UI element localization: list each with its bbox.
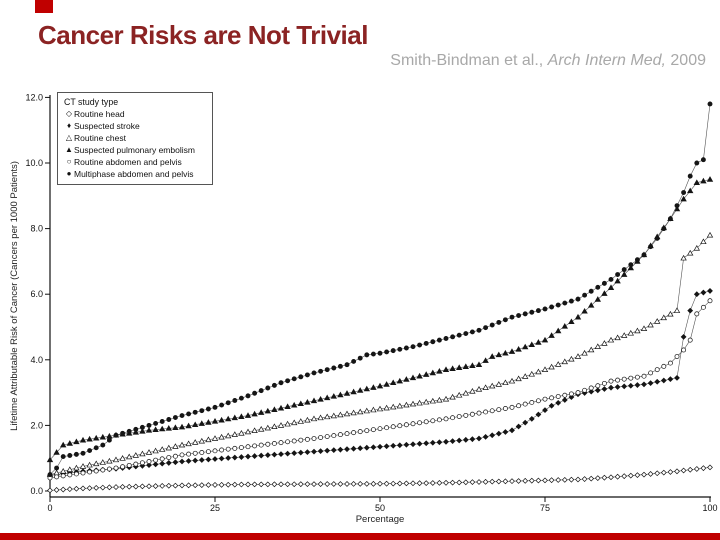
series-routine-abdomen-pelvis bbox=[47, 298, 713, 481]
x-tick-label: 75 bbox=[540, 503, 550, 513]
series-routine-chest bbox=[46, 231, 714, 477]
legend-item-label: Suspected pulmonary embolism bbox=[74, 145, 195, 155]
citation-year: 2009 bbox=[665, 52, 706, 69]
legend-item-routine-head: ◇ Routine head bbox=[64, 108, 208, 120]
y-tick-label: 10.0 bbox=[25, 158, 43, 168]
legend-item-suspected-stroke: ♦ Suspected stroke bbox=[64, 120, 208, 132]
series-multiphase-abdomen-pelvis bbox=[47, 101, 713, 478]
legend-item-multiphase-abdomen-pelvis: ● Multiphase abdomen and pelvis bbox=[64, 168, 208, 180]
slide-title: Cancer Risks are Not Trivial bbox=[38, 20, 368, 50]
citation: Smith-Bindman et al., Arch Intern Med, 2… bbox=[390, 52, 706, 70]
legend-item-label: Routine chest bbox=[74, 133, 126, 143]
chart-legend: CT study type ◇ Routine head ♦ Suspected st… bbox=[57, 92, 213, 185]
x-axis-title: Percentage bbox=[356, 514, 405, 525]
series-suspected-pulmonary-embolism bbox=[46, 176, 714, 463]
legend-item-label: Multiphase abdomen and pelvis bbox=[74, 169, 194, 179]
circle-marker-icon: ● bbox=[66, 169, 72, 178]
diamond-marker-icon: ◇ bbox=[65, 109, 73, 118]
series-routine-head bbox=[47, 464, 713, 494]
legend-item-label: Routine head bbox=[74, 109, 125, 119]
chart-series-group: 12.0 10.0 8.0 6.0 4.0 2.0 0.0 0 25 50 75 100 bbox=[25, 92, 717, 513]
x-tick-label: 50 bbox=[375, 503, 385, 513]
red-accent-square bbox=[35, 0, 53, 13]
x-tick-label: 100 bbox=[702, 503, 717, 513]
y-axis-title: Lifetime Attributable Risk of Cancer (Ca… bbox=[9, 161, 20, 431]
y-tick-label: 2.0 bbox=[30, 420, 43, 430]
legend-items: ◇ Routine head ♦ Suspected stroke △ Routine c… bbox=[64, 108, 208, 180]
triangle-marker-icon: △ bbox=[65, 133, 73, 142]
legend-item-routine-abdomen-pelvis: ○ Routine abdomen and pelvis bbox=[64, 156, 208, 168]
y-tick-label: 4.0 bbox=[30, 355, 43, 365]
y-tick-label: 0.0 bbox=[30, 486, 43, 496]
x-tick-label: 0 bbox=[47, 503, 52, 513]
triangle-marker-icon: ▲ bbox=[65, 145, 73, 154]
red-accent-bottom-bar bbox=[0, 533, 720, 540]
legend-item-label: Suspected stroke bbox=[74, 121, 140, 131]
legend-item-label: Routine abdomen and pelvis bbox=[74, 157, 182, 167]
y-tick-label: 6.0 bbox=[30, 289, 43, 299]
y-tick-label: 8.0 bbox=[30, 224, 43, 234]
series-line-suspected-pulmonary-embolism bbox=[49, 179, 711, 461]
legend-item-suspected-pulmonary-embolism: ▲ Suspected pulmonary embolism bbox=[64, 144, 208, 156]
circle-marker-icon: ○ bbox=[66, 157, 72, 166]
diamond-marker-icon: ♦ bbox=[66, 121, 72, 130]
citation-journal: Arch Intern Med, bbox=[547, 52, 666, 69]
x-tick-label: 25 bbox=[210, 503, 220, 513]
citation-authors: Smith-Bindman et al., bbox=[390, 52, 548, 69]
y-tick-label: 12.0 bbox=[25, 92, 43, 102]
legend-item-routine-chest: △ Routine chest bbox=[64, 132, 208, 144]
legend-title: CT study type bbox=[64, 97, 119, 107]
